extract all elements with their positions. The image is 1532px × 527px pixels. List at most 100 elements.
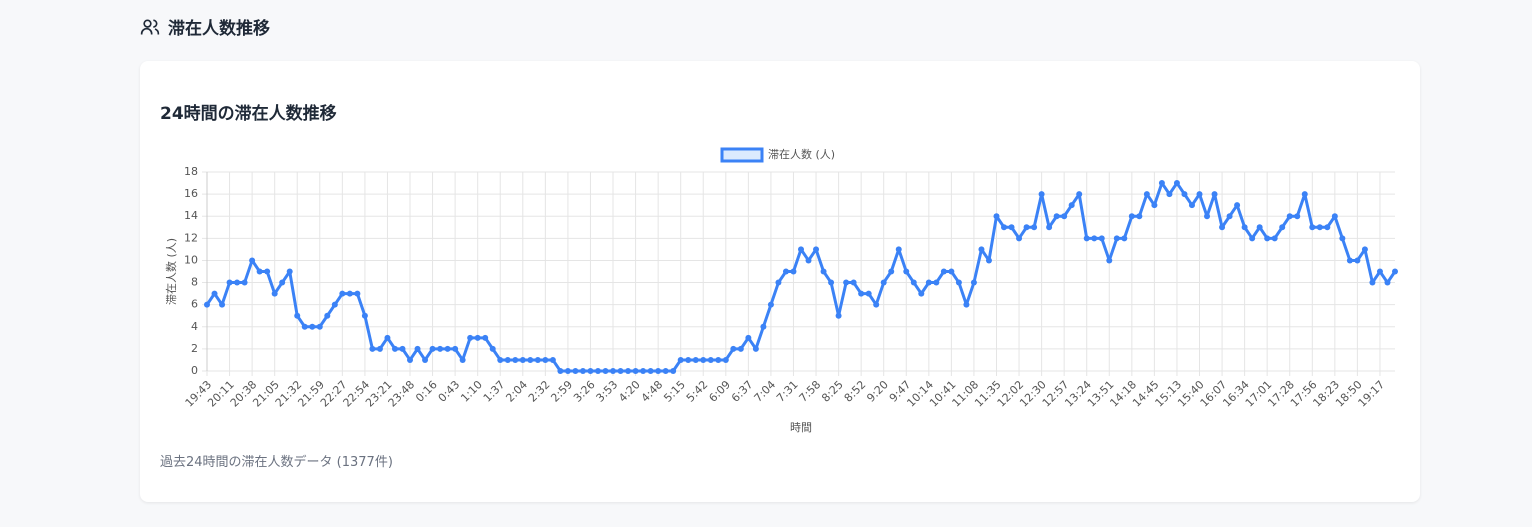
data-point: [813, 246, 820, 253]
data-point: [1316, 224, 1323, 231]
data-point: [1166, 191, 1173, 198]
data-point: [1354, 257, 1361, 264]
data-point: [722, 356, 729, 363]
data-point: [1376, 268, 1383, 275]
data-point: [369, 345, 376, 352]
data-point: [790, 268, 797, 275]
data-point: [737, 345, 744, 352]
x-axis-title: 時間: [790, 421, 812, 434]
data-point: [294, 312, 301, 319]
data-point: [1279, 224, 1286, 231]
data-point: [745, 334, 752, 341]
data-point: [970, 279, 977, 286]
y-tick-label: 16: [184, 187, 198, 200]
data-point: [1121, 235, 1128, 242]
x-tick-label: 3:53: [594, 378, 621, 405]
data-point: [542, 356, 549, 363]
data-point: [226, 279, 233, 286]
data-point: [219, 301, 226, 308]
data-point: [1008, 224, 1015, 231]
data-point: [918, 290, 925, 297]
x-tick-label: 2:59: [548, 378, 575, 405]
data-point: [865, 290, 872, 297]
legend-swatch: [720, 147, 764, 163]
data-point: [534, 356, 541, 363]
data-point: [346, 290, 353, 297]
data-point: [1204, 213, 1211, 220]
data-point: [361, 312, 368, 319]
data-point: [993, 213, 1000, 220]
data-point: [271, 290, 278, 297]
data-point: [1211, 191, 1218, 198]
x-tick-label: 7:04: [752, 378, 779, 405]
data-point: [730, 345, 737, 352]
chart: 02468101214161819:4320:1120:3821:0521:32…: [165, 147, 1398, 434]
y-axis-title: 滞在人数 (人): [165, 238, 178, 305]
data-point: [662, 368, 669, 374]
data-point: [850, 279, 857, 286]
data-point: [204, 301, 210, 308]
data-point: [316, 323, 323, 330]
card-title: 24時間の滞在人数推移: [160, 104, 337, 124]
x-tick-label: 3:26: [571, 378, 598, 405]
data-point: [1023, 224, 1030, 231]
data-point: [594, 368, 601, 374]
data-point: [978, 246, 985, 253]
x-tick-label: 4:48: [639, 378, 666, 405]
data-point: [1256, 224, 1263, 231]
data-point: [640, 368, 647, 374]
data-point: [1061, 213, 1068, 220]
data-point: [1249, 235, 1256, 242]
data-point: [331, 301, 338, 308]
y-tick-label: 18: [184, 165, 198, 178]
data-point: [655, 368, 662, 374]
data-point: [1046, 224, 1053, 231]
x-tick-label: 8:25: [819, 378, 846, 405]
data-point: [459, 356, 466, 363]
users-icon: [140, 19, 160, 34]
x-tick-label: 0:16: [413, 378, 440, 405]
data-point: [1106, 257, 1113, 264]
data-point: [414, 345, 421, 352]
data-point: [925, 279, 932, 286]
data-point: [527, 356, 534, 363]
x-tick-label: 7:58: [797, 378, 824, 405]
data-point: [692, 356, 699, 363]
data-point: [286, 268, 293, 275]
data-point: [647, 368, 654, 374]
x-tick-label: 0:43: [436, 378, 463, 405]
data-point: [354, 290, 361, 297]
data-point: [234, 279, 241, 286]
data-point: [1001, 224, 1008, 231]
data-point: [1234, 202, 1241, 209]
card: 24時間の滞在人数推移 0 2 4 6 8 10 12 14 16 18 19:43 20:11 20:…: [140, 61, 1420, 502]
data-point: [444, 345, 451, 352]
data-point: [752, 345, 759, 352]
data-point: [1031, 224, 1038, 231]
x-tick-label: 5:15: [661, 378, 688, 405]
data-point: [1384, 279, 1391, 286]
x-tick-label: 9:20: [864, 378, 891, 405]
data-point: [467, 334, 474, 341]
x-tick-label: 23:48: [386, 378, 418, 410]
data-point: [557, 368, 564, 374]
data-point: [376, 345, 383, 352]
data-point: [1219, 224, 1226, 231]
data-point: [880, 279, 887, 286]
x-tick-label: 6:09: [706, 378, 733, 405]
data-point: [782, 268, 789, 275]
data-point: [301, 323, 308, 330]
data-point: [798, 246, 804, 253]
data-point: [858, 290, 865, 297]
data-point: [1076, 191, 1083, 198]
data-point: [910, 279, 917, 286]
data-point: [873, 301, 880, 308]
data-point: [512, 356, 519, 363]
data-point: [211, 290, 218, 297]
data-point: [617, 368, 624, 374]
data-point: [805, 257, 812, 264]
header: 滞在人数推移: [140, 14, 270, 39]
data-point: [933, 279, 940, 286]
data-point: [1346, 257, 1353, 264]
